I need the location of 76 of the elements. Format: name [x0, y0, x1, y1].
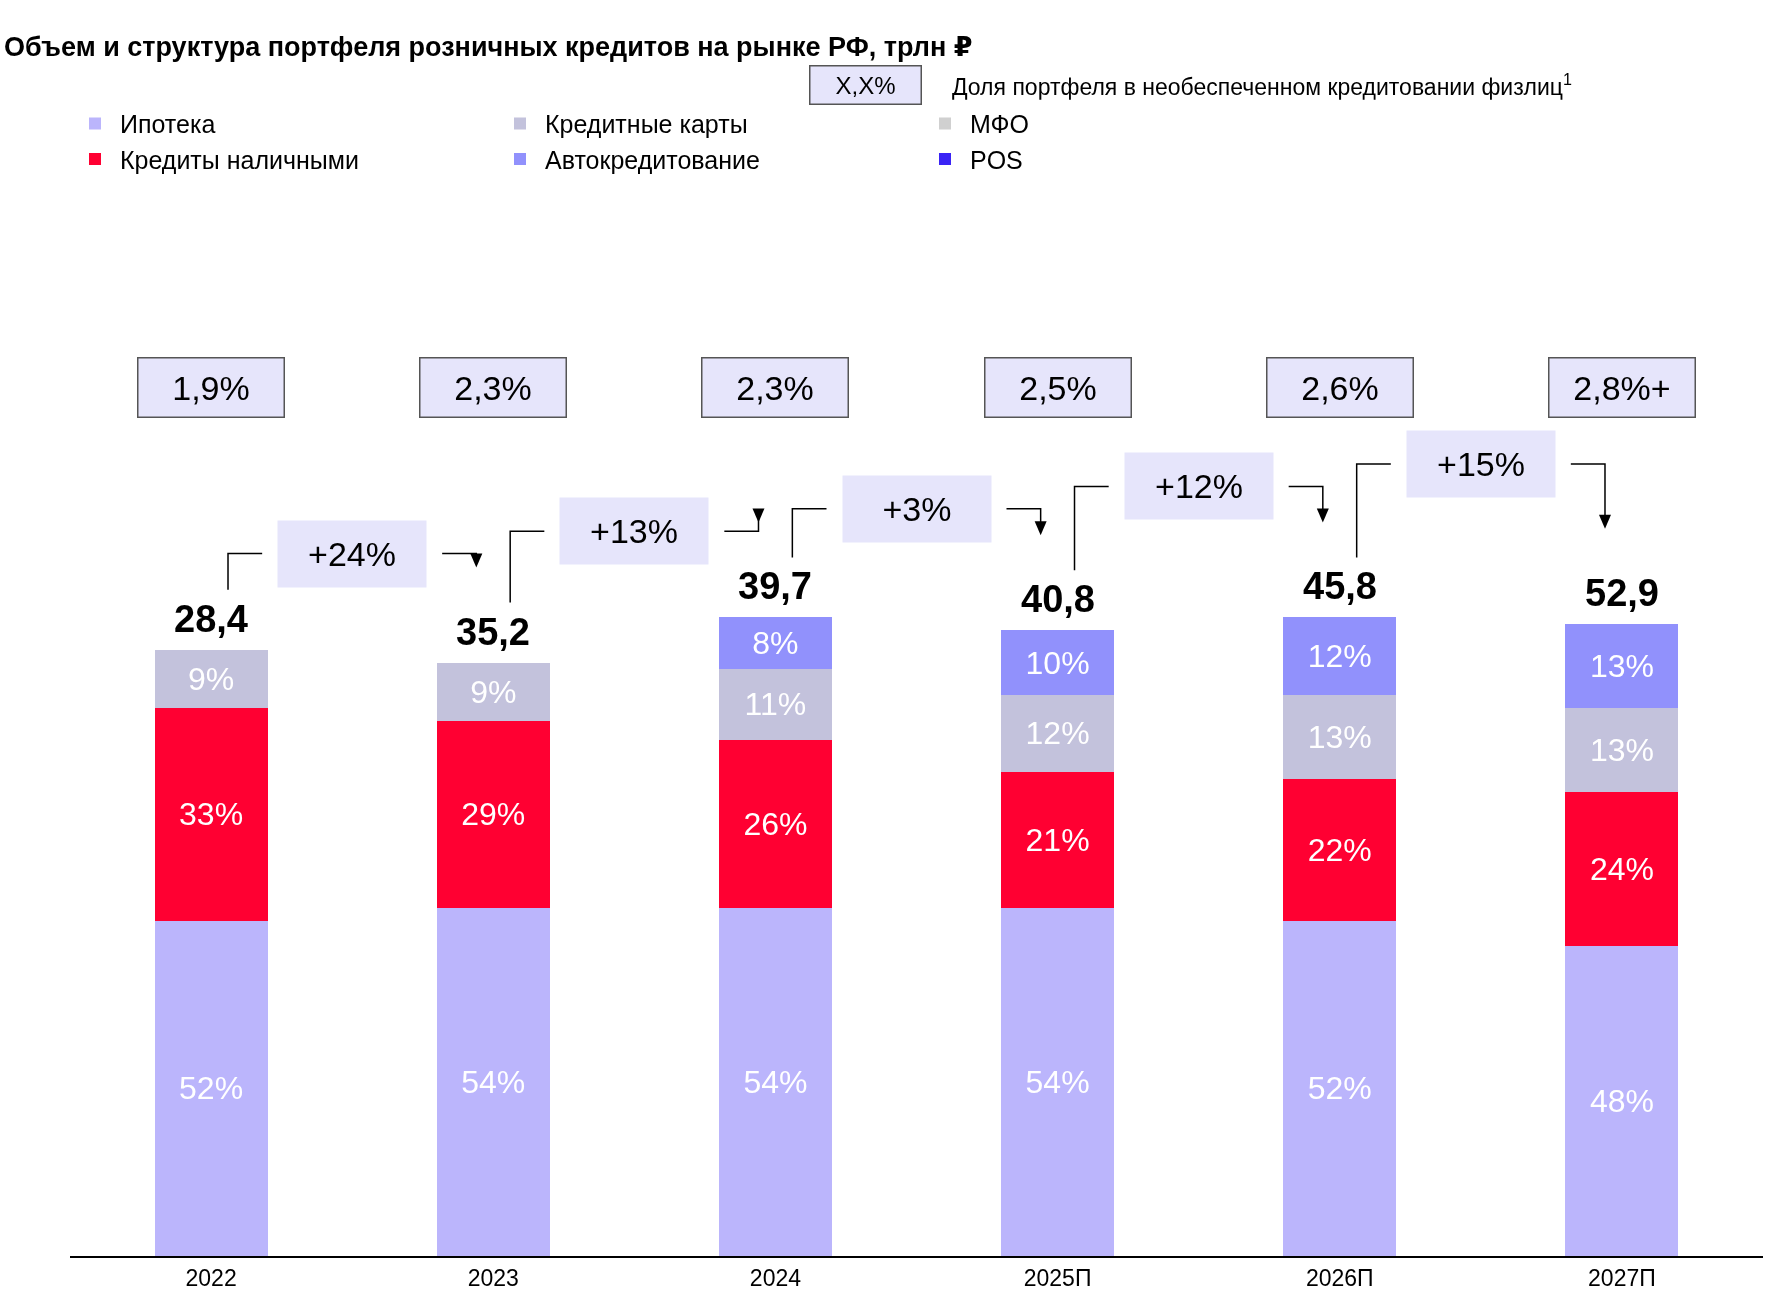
x-tick-label: 2022 — [185, 1264, 237, 1291]
x-tick-label: 2024 — [749, 1264, 802, 1291]
x-tick-label: 2025П — [1023, 1264, 1092, 1291]
bar — [718, 907, 832, 1256]
bar — [718, 668, 832, 740]
text: 2,6% — [1301, 368, 1379, 407]
x-tick-label: 2027П — [1588, 1264, 1656, 1291]
chart-title: Объем и структура портфеля розничных кредитов на рынке РФ, трлн ₽ — [4, 32, 973, 62]
data-label: 52% — [1307, 1070, 1372, 1107]
data-label: 9% — [187, 660, 235, 697]
text: X,X% — [835, 71, 896, 99]
data-label: 13% — [1589, 647, 1654, 684]
annotation: 35,2 — [456, 611, 530, 653]
data-label: 26% — [743, 805, 808, 842]
data-label: 22% — [1307, 831, 1372, 868]
data-label: 24% — [1589, 850, 1654, 887]
bar — [1283, 920, 1397, 1256]
data-label: 52% — [179, 1070, 244, 1107]
data-label: 54% — [743, 1063, 808, 1100]
text: 2,3% — [454, 368, 532, 407]
bar — [1565, 623, 1679, 708]
data-label: 33% — [179, 796, 244, 833]
data-label: 11% — [744, 686, 807, 723]
text: Доля портфеля в необеспеченном кредитовании физлиц$^{1}$ — [952, 70, 1572, 100]
legend-label: МФО — [970, 110, 1029, 139]
data-label: 48% — [1589, 1083, 1654, 1120]
legend-label: Кредиты наличными — [120, 145, 359, 174]
text: +15% — [1437, 445, 1525, 483]
text: +13% — [590, 512, 678, 550]
data-label: 10% — [1025, 644, 1090, 681]
legend-label: Автокредитование — [545, 145, 760, 174]
bar — [1283, 694, 1397, 779]
bar — [1001, 772, 1115, 908]
bar — [1565, 707, 1679, 792]
data-label: 29% — [461, 796, 526, 833]
text: 1,9% — [172, 368, 250, 407]
text: 2,3% — [736, 368, 814, 407]
data-label: 12% — [1307, 638, 1372, 675]
annotation: 40,8 — [1021, 578, 1095, 620]
text: 52,9 — [1585, 572, 1659, 614]
text: +3% — [882, 490, 952, 528]
bar — [1001, 630, 1115, 695]
data-label: 13% — [1589, 731, 1654, 768]
data-label: 13% — [1307, 718, 1372, 755]
text: 2,8%+ — [1573, 368, 1671, 407]
text: +24% — [308, 535, 396, 573]
legend-label: Ипотека — [120, 110, 216, 139]
bar — [154, 707, 268, 921]
legend-label: POS — [970, 145, 1023, 174]
bar — [718, 617, 832, 669]
bar — [1283, 778, 1397, 921]
bar — [1283, 617, 1397, 695]
data-label: 54% — [461, 1063, 526, 1100]
bar — [1565, 791, 1679, 947]
bar — [1001, 907, 1115, 1256]
legend-label: Кредитные карты — [545, 110, 748, 139]
data-label: 9% — [470, 673, 517, 710]
bar — [154, 920, 268, 1256]
text: 2,5% — [1019, 368, 1097, 407]
annotation: 28,4 — [174, 598, 248, 640]
data-label: 54% — [1025, 1063, 1090, 1100]
bar — [436, 907, 550, 1256]
bar — [154, 649, 268, 708]
data-label: 8% — [752, 625, 799, 662]
data-label: 21% — [1025, 821, 1090, 858]
x-tick-label: 2023 — [467, 1264, 519, 1291]
bar — [436, 662, 550, 721]
text: 39,7 — [738, 565, 812, 607]
bar — [718, 739, 832, 908]
x-tick-label: 2026П — [1305, 1264, 1374, 1291]
text: +12% — [1155, 467, 1243, 505]
data-label: 12% — [1025, 715, 1090, 752]
bar — [1001, 694, 1115, 773]
text: 45,8 — [1303, 565, 1377, 607]
bar — [1565, 946, 1679, 1256]
bar — [436, 720, 550, 908]
